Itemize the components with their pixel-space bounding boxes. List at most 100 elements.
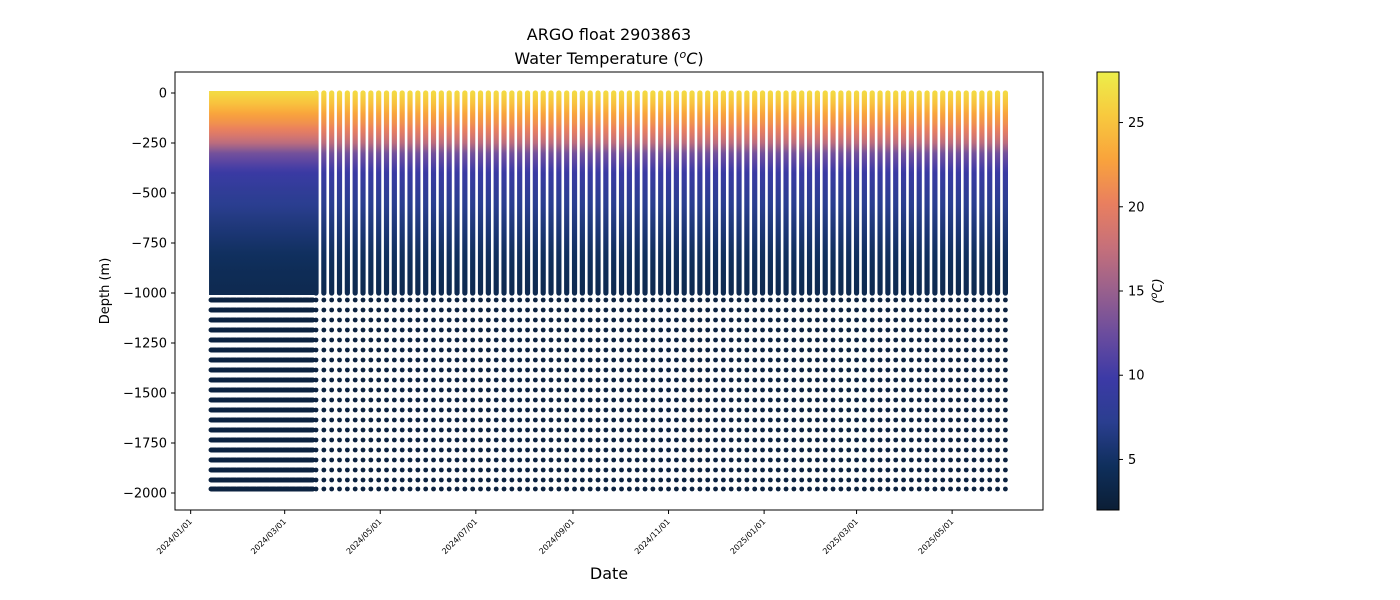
deep-sample-point: [987, 317, 993, 323]
profile: [618, 90, 625, 296]
deep-sample-point: [431, 297, 436, 303]
deep-sample-point: [752, 327, 758, 333]
deep-sample-point: [861, 427, 867, 433]
deep-sample-point: [407, 347, 413, 353]
deep-sample-point: [877, 327, 883, 333]
deep-sample-point: [321, 427, 327, 433]
deep-sample-point: [1002, 347, 1008, 353]
deep-sample-point: [462, 297, 468, 303]
deep-sample-point: [509, 357, 515, 363]
deep-sample-point: [908, 317, 914, 323]
profile: [665, 90, 672, 296]
deep-sample-point: [337, 437, 342, 443]
deep-sample-point: [971, 337, 977, 343]
deep-sample-point: [384, 407, 389, 413]
profile: [900, 90, 907, 296]
deep-sample-point: [634, 347, 640, 353]
deep-sample-point: [987, 297, 993, 303]
deep-sample-point: [689, 457, 695, 463]
deep-sample-point: [807, 437, 812, 443]
deep-sample-point: [454, 347, 460, 353]
deep-sample-point: [438, 297, 444, 303]
deep-sample-point: [767, 337, 773, 343]
deep-sample-point: [532, 347, 538, 353]
deep-sample-point: [587, 457, 593, 463]
deep-sample-point: [861, 457, 867, 463]
deep-sample-point: [470, 437, 476, 443]
deep-sample-point: [415, 407, 421, 413]
deep-sample-point: [454, 467, 460, 473]
x-tick-label: 2025/01/01: [729, 517, 768, 556]
deep-sample-point: [509, 307, 515, 313]
deep-sample-point: [940, 437, 946, 443]
deep-sample-point: [501, 437, 507, 443]
deep-sample-point: [752, 347, 758, 353]
deep-sample-point: [313, 357, 319, 363]
deep-sample-point: [415, 357, 421, 363]
deep-sample-point: [775, 387, 781, 393]
profile: [947, 90, 954, 296]
deep-sample-point: [376, 447, 382, 453]
deep-sample-point: [572, 307, 577, 313]
deep-sample-point: [509, 447, 515, 453]
deep-sample-point: [963, 397, 969, 403]
deep-sample-point: [908, 437, 914, 443]
deep-sample-point: [611, 307, 617, 313]
deep-sample-point: [807, 317, 812, 323]
deep-sample-point: [916, 467, 922, 473]
deep-sample-point: [572, 486, 577, 492]
deep-sample-point: [548, 457, 554, 463]
deep-sample-point: [846, 347, 852, 353]
deep-sample-point: [579, 377, 585, 383]
deep-sample-point: [540, 477, 546, 483]
deep-sample-point: [775, 357, 781, 363]
deep-sample-point: [673, 357, 679, 363]
deep-sample-point: [532, 467, 538, 473]
deep-sample-point: [337, 347, 342, 353]
deep-sample-point: [493, 397, 499, 403]
deep-sample-point: [877, 427, 883, 433]
deep-sample-point: [634, 427, 640, 433]
deep-sample-point: [775, 397, 781, 403]
deep-sample-point: [415, 387, 421, 393]
deep-sample-point: [556, 377, 562, 383]
deep-sample-point: [438, 427, 444, 433]
deep-sample-point: [619, 337, 624, 343]
deep-sample-point: [697, 486, 703, 492]
deep-sample-point: [462, 317, 468, 323]
deep-sample-point: [470, 337, 476, 343]
deep-sample-point: [626, 447, 632, 453]
deep-sample-point: [869, 367, 875, 373]
deep-sample-point: [924, 437, 930, 443]
deep-sample-point: [454, 387, 460, 393]
deep-sample-point: [634, 486, 640, 492]
deep-sample-point: [830, 427, 836, 433]
deep-sample-point: [564, 477, 570, 483]
deep-sample-point: [548, 347, 554, 353]
deep-sample-point: [830, 327, 836, 333]
deep-sample-point: [587, 407, 593, 413]
deep-sample-point: [861, 477, 867, 483]
deep-sample-point: [940, 427, 946, 433]
deep-sample-point: [869, 337, 875, 343]
deep-sample-point: [407, 447, 413, 453]
deep-sample-point: [838, 317, 844, 323]
deep-sample-point: [752, 486, 758, 492]
deep-sample-point: [893, 367, 899, 373]
deep-sample-point: [650, 457, 656, 463]
deep-sample-point: [446, 377, 452, 383]
deep-sample-point: [814, 417, 820, 423]
deep-sample-point: [572, 397, 577, 403]
deep-sample-point: [885, 347, 891, 353]
deep-sample-point: [462, 337, 468, 343]
deep-sample-point: [814, 387, 820, 393]
deep-sample-point: [963, 337, 969, 343]
deep-sample-point: [846, 297, 852, 303]
deep-sample-point: [501, 377, 507, 383]
deep-sample-point: [595, 337, 601, 343]
profile: [587, 90, 593, 296]
deep-sample-point: [697, 447, 703, 453]
deep-sample-point: [752, 307, 758, 313]
profile: [352, 90, 358, 296]
deep-sample-point: [948, 337, 953, 343]
